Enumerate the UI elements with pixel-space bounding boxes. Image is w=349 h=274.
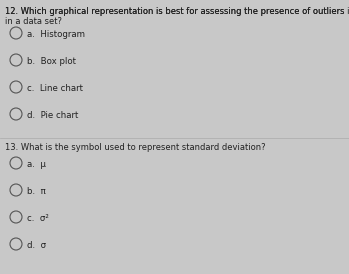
- Text: b.  π: b. π: [27, 187, 46, 196]
- Text: 13. What is the symbol used to represent standard deviation?: 13. What is the symbol used to represent…: [5, 143, 266, 152]
- Text: c.  σ²: c. σ²: [27, 214, 49, 223]
- Text: d.  σ: d. σ: [27, 241, 46, 250]
- Text: 12. Which graphical representation is best for assessing the presence of outlier: 12. Which graphical representation is be…: [5, 7, 344, 26]
- Text: 12. Which graphical representation is best for assessing the presence of outlier: 12. Which graphical representation is be…: [5, 7, 349, 16]
- Text: b.  Box plot: b. Box plot: [27, 57, 76, 66]
- Text: d.  Pie chart: d. Pie chart: [27, 111, 79, 120]
- Text: c.  Line chart: c. Line chart: [27, 84, 83, 93]
- Text: a.  Histogram: a. Histogram: [27, 30, 85, 39]
- Text: a.  μ: a. μ: [27, 160, 46, 169]
